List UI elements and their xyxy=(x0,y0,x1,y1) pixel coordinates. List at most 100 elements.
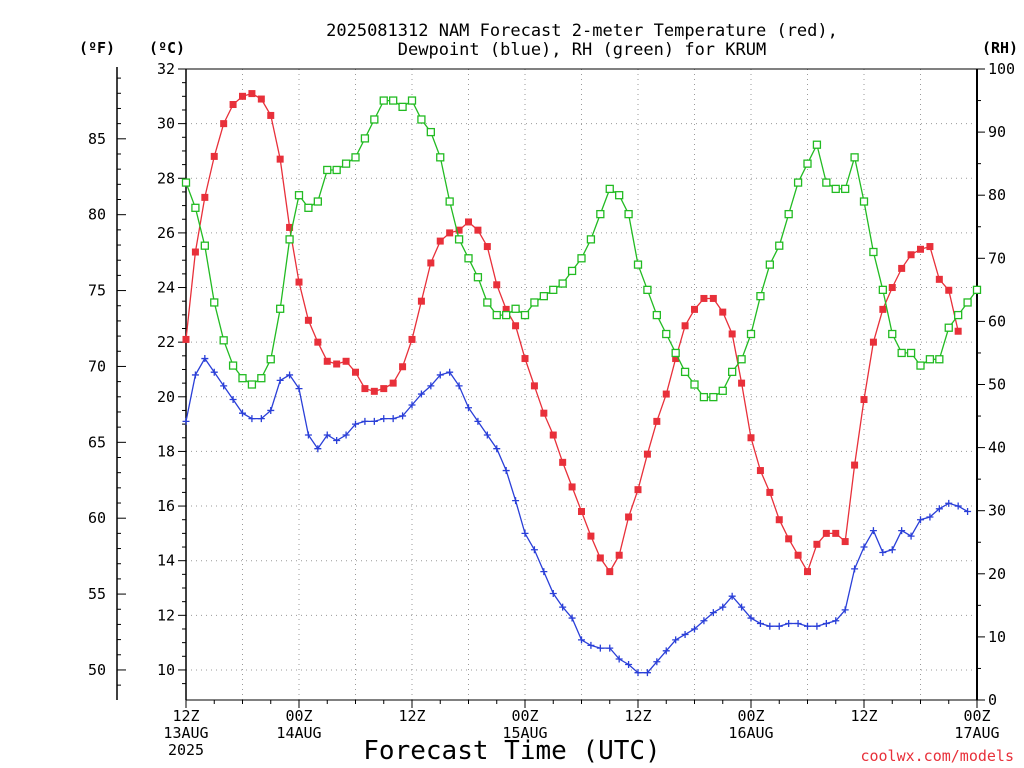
rh-point xyxy=(332,165,341,175)
rh-point xyxy=(690,380,699,389)
temperature-point xyxy=(888,284,896,292)
tick-labels: 10 12 14 16 18 20 22 24 26 28 30 32 50 55 60 65 70 75 80 85… xyxy=(88,60,1015,759)
dewpoint-point xyxy=(813,622,821,630)
temperature-point xyxy=(832,529,840,537)
dewpoint-point xyxy=(399,412,407,420)
rh-point xyxy=(935,355,944,364)
dewpoint-point xyxy=(512,497,520,505)
temperature-point xyxy=(615,551,623,559)
rh-point xyxy=(351,153,360,162)
temperature-point xyxy=(333,360,341,368)
temperature-point xyxy=(907,251,915,259)
temperature-point xyxy=(295,278,303,286)
fahrenheit-tick-label: 70 xyxy=(88,357,106,375)
rh-point xyxy=(831,184,840,194)
rh-point xyxy=(596,209,605,219)
dewpoint-point xyxy=(917,516,924,524)
temperature-point xyxy=(465,218,472,226)
temperature-point xyxy=(719,308,727,316)
temperature-point xyxy=(342,357,350,365)
dewpoint-point xyxy=(323,431,331,439)
x-tick-label: 17AUG xyxy=(954,724,999,742)
dewpoint-point xyxy=(333,436,341,444)
dewpoint-point xyxy=(935,505,943,513)
rh-point xyxy=(398,102,407,112)
temperature-point xyxy=(521,355,529,363)
temperature-point xyxy=(804,568,811,576)
rh-point xyxy=(379,96,388,105)
dewpoint-point xyxy=(756,620,764,628)
rh-tick-label: 90 xyxy=(988,123,1006,141)
rh-point xyxy=(586,235,596,244)
temperature-point xyxy=(417,297,425,305)
temperature-point xyxy=(860,396,868,404)
rh-point xyxy=(841,184,850,194)
dewpoint-point xyxy=(257,415,265,423)
dewpoint-point xyxy=(314,445,322,453)
temperature-point xyxy=(483,243,491,251)
temperature-point xyxy=(775,516,783,524)
dewpoint-point xyxy=(248,415,256,423)
dewpoint-point xyxy=(286,371,294,379)
temperature-point xyxy=(747,434,755,442)
rh-point xyxy=(812,140,822,149)
dewpoint-line xyxy=(185,357,968,674)
temperature-point xyxy=(578,508,585,516)
dewpoint-point xyxy=(681,630,689,638)
rh-tick-label: 10 xyxy=(988,628,1006,646)
rh-point xyxy=(680,367,690,377)
dewpoint-point xyxy=(775,622,783,630)
temperature-point xyxy=(851,461,859,469)
x-tick-label: 16AUG xyxy=(728,724,773,742)
rh-point xyxy=(737,355,746,364)
temperature-point xyxy=(756,467,764,475)
dewpoint-point xyxy=(201,355,209,363)
rh-point xyxy=(539,292,548,301)
dewpoint-point xyxy=(898,527,906,535)
rh-point xyxy=(765,260,774,269)
dewpoint-point xyxy=(653,658,661,666)
dewpoint-point xyxy=(427,382,435,390)
rh-point xyxy=(822,178,831,187)
rh-point xyxy=(850,153,859,162)
dewpoint-point xyxy=(559,603,567,611)
temperature-point xyxy=(408,335,416,343)
dewpoint-point xyxy=(822,620,830,628)
celsius-tick-label: 30 xyxy=(157,115,175,133)
temperature-point xyxy=(257,95,265,103)
temperature-point xyxy=(691,305,698,313)
rh-tick-label: 30 xyxy=(988,502,1006,520)
rh-point xyxy=(972,285,982,295)
temperature-point xyxy=(625,513,633,521)
dewpoint-point xyxy=(417,390,425,398)
dewpoint-point xyxy=(709,609,717,617)
temperature-point xyxy=(559,458,567,466)
rh-point xyxy=(888,329,897,339)
credit-text: coolwx.com/models xyxy=(860,747,1014,765)
temperature-point xyxy=(361,385,369,393)
dewpoint-point xyxy=(502,467,510,475)
temperature-point xyxy=(549,431,557,439)
dewpoint-point xyxy=(465,404,472,412)
x-tick-label: 12Z xyxy=(624,707,651,725)
fahrenheit-tick-label: 55 xyxy=(88,585,106,603)
celsius-tick-label: 24 xyxy=(157,279,175,297)
rh-series xyxy=(181,96,982,402)
temperature-point xyxy=(926,243,934,251)
rh-point xyxy=(906,348,916,358)
rh-point xyxy=(210,298,219,307)
dewpoint-point xyxy=(352,420,359,428)
x-tick-label: 12Z xyxy=(172,707,199,725)
celsius-axis-label: (ºC) xyxy=(149,39,185,57)
temperature-point xyxy=(869,338,877,346)
rh-point xyxy=(530,298,539,307)
dewpoint-point xyxy=(596,644,604,652)
rh-point xyxy=(549,285,558,295)
dewpoint-point xyxy=(606,644,614,652)
rh-point xyxy=(200,241,209,250)
dewpoint-point xyxy=(672,636,680,644)
dewpoint-point xyxy=(832,617,840,625)
dewpoint-point xyxy=(342,431,350,439)
dewpoint-point xyxy=(945,499,953,507)
